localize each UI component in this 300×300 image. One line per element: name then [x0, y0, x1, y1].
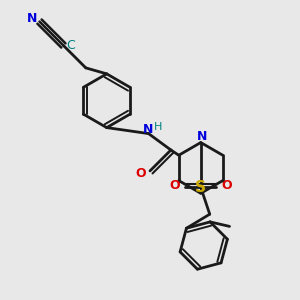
Text: N: N: [27, 12, 37, 25]
Text: O: O: [169, 179, 180, 192]
Text: C: C: [67, 39, 75, 52]
Text: N: N: [197, 130, 207, 143]
Text: N: N: [143, 123, 154, 136]
Text: H: H: [154, 122, 162, 132]
Text: O: O: [136, 167, 146, 180]
Text: O: O: [222, 179, 232, 192]
Text: S: S: [195, 180, 206, 195]
